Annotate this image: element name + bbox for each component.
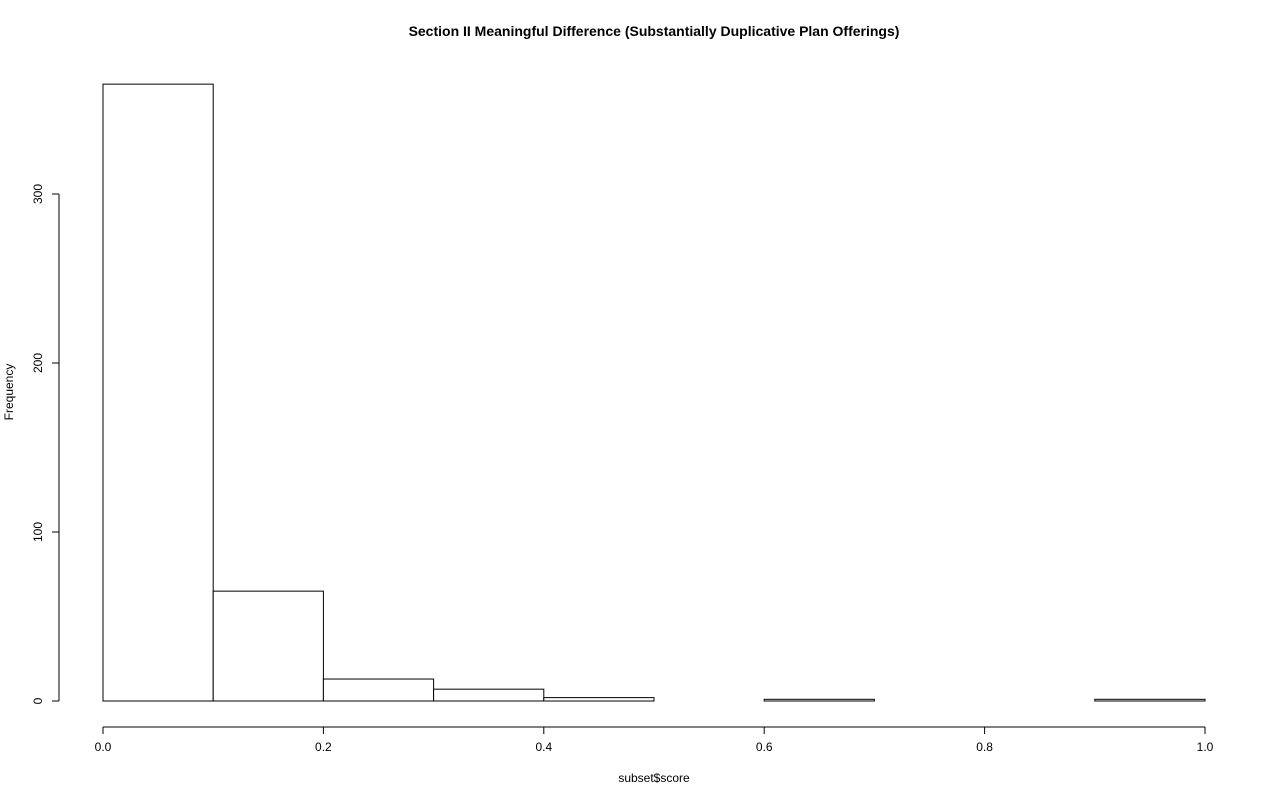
x-tick-label: 0.2: [315, 740, 332, 754]
y-axis: 0 100 200 300: [31, 184, 60, 704]
histogram-bar: [433, 688, 545, 702]
x-tick-label: 0.0: [95, 740, 112, 754]
y-tick-label: 100: [31, 522, 45, 542]
chart-title: Section II Meaningful Difference (Substa…: [409, 23, 900, 39]
y-tick-label: 300: [31, 184, 45, 204]
x-tick-label: 0.8: [976, 740, 993, 754]
y-axis-label: Frequency: [2, 364, 16, 421]
histogram-bar: [1094, 698, 1206, 702]
x-axis: 0.0 0.2 0.4 0.6 0.8 1.0: [95, 726, 1214, 754]
x-tick-label: 0.6: [756, 740, 773, 754]
histogram-bar: [322, 678, 435, 702]
x-axis-label: subset$score: [618, 771, 690, 785]
x-tick-label: 0.4: [535, 740, 552, 754]
x-tick-label: 1.0: [1197, 740, 1214, 754]
histogram-bar: [543, 697, 655, 702]
y-tick-label: 200: [31, 353, 45, 373]
histogram-bar: [212, 590, 324, 702]
histogram-bar: [763, 698, 875, 702]
histogram-bar: [102, 83, 214, 702]
y-tick-label: 0: [31, 697, 45, 704]
bars-group: [102, 83, 1206, 702]
